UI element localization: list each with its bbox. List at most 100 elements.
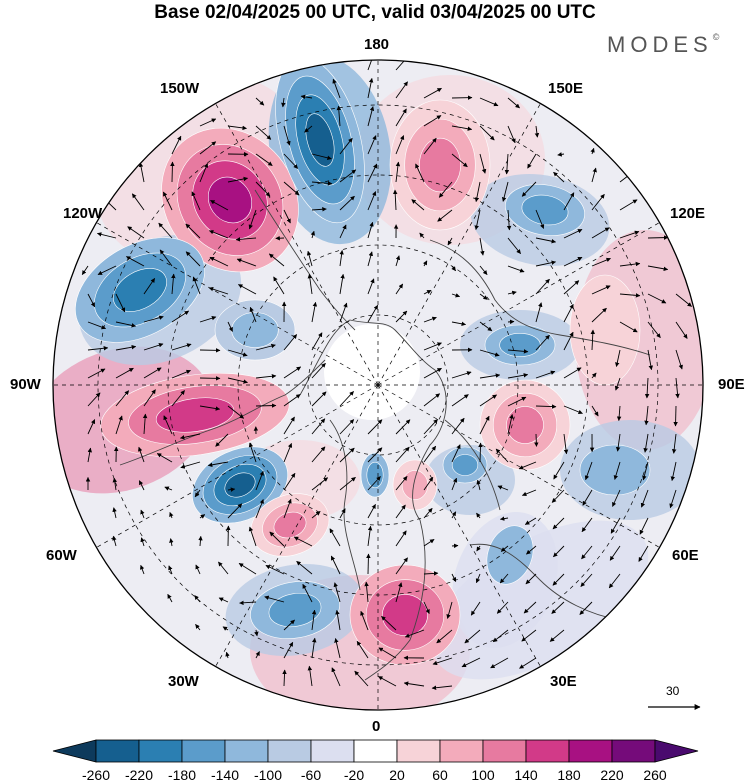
wind-vector bbox=[419, 232, 425, 239]
lon-label-120e: 120E bbox=[670, 205, 706, 222]
wind-vector bbox=[519, 657, 537, 669]
wind-vector bbox=[336, 105, 342, 127]
colorbar-swatch bbox=[482, 739, 527, 763]
wind-vector bbox=[87, 419, 96, 435]
wind-vector bbox=[474, 181, 481, 203]
wind-vector bbox=[367, 278, 375, 295]
wind-vector bbox=[535, 404, 557, 409]
wind-vector bbox=[591, 405, 599, 417]
wind-vector bbox=[476, 545, 481, 552]
wind-vector bbox=[521, 629, 537, 642]
lon-label-30w: 30W bbox=[168, 673, 199, 690]
wind-vector bbox=[497, 485, 509, 491]
wind-vector bbox=[87, 346, 109, 351]
wind-vector bbox=[199, 162, 209, 183]
wind-vector bbox=[185, 223, 201, 239]
wind-vector bbox=[218, 597, 229, 603]
wind-vector bbox=[112, 507, 117, 519]
colorbar-tick-label: 220 bbox=[600, 767, 624, 783]
wind-vector bbox=[395, 108, 407, 127]
wind-vector bbox=[265, 564, 285, 575]
wind-vector bbox=[476, 512, 481, 519]
wind-vector bbox=[112, 477, 118, 491]
wind-vector bbox=[479, 293, 488, 300]
wind-vector bbox=[115, 293, 126, 313]
wind-vector bbox=[218, 561, 229, 575]
wind-vector bbox=[479, 415, 490, 435]
wind-vector bbox=[367, 135, 377, 155]
wind-vector bbox=[423, 342, 442, 351]
wind-vector bbox=[518, 461, 537, 470]
wind-vector bbox=[506, 209, 512, 231]
wind-vector bbox=[507, 290, 517, 296]
wind-vector bbox=[616, 405, 622, 422]
wind-vector bbox=[199, 118, 217, 127]
wind-vector bbox=[194, 489, 201, 498]
wind-vector bbox=[501, 181, 509, 202]
wind-vector bbox=[255, 153, 273, 166]
wind-vector bbox=[423, 445, 437, 463]
wind-vector bbox=[264, 595, 285, 603]
wind-vector bbox=[579, 601, 593, 615]
lon-label-150w: 150W bbox=[160, 80, 200, 97]
wind-vector bbox=[367, 221, 374, 239]
wind-vector bbox=[553, 461, 565, 480]
wind-vector bbox=[507, 349, 529, 354]
wind-vector bbox=[227, 503, 243, 519]
wind-vector bbox=[185, 251, 201, 267]
wind-vector bbox=[619, 230, 640, 239]
wind-vector bbox=[619, 199, 638, 211]
wind-vector bbox=[395, 504, 406, 519]
wind-vector bbox=[436, 629, 453, 644]
wind-vector bbox=[356, 640, 369, 659]
wind-vector bbox=[464, 629, 481, 644]
wind-vector bbox=[192, 276, 201, 295]
wind-vector bbox=[171, 135, 182, 155]
wind-vector bbox=[194, 595, 201, 603]
wind-vector bbox=[307, 273, 313, 295]
coastline bbox=[329, 419, 361, 591]
wind-vector bbox=[311, 362, 326, 379]
wind-vector bbox=[423, 316, 437, 323]
wind-vector bbox=[339, 447, 355, 463]
wind-vector bbox=[479, 349, 500, 357]
wind-vector bbox=[395, 476, 408, 491]
wind-vector bbox=[180, 461, 201, 469]
brand-name: MODES bbox=[607, 32, 713, 57]
colorbar-swatch bbox=[181, 739, 226, 763]
wind-vector bbox=[227, 377, 248, 384]
wind-vector bbox=[451, 394, 469, 407]
lon-label-120w: 120W bbox=[63, 205, 103, 222]
wind-vector bbox=[306, 250, 313, 267]
wind-vector bbox=[87, 447, 92, 463]
wind-vector bbox=[199, 514, 206, 519]
wind-vector bbox=[535, 260, 557, 267]
wind-vector bbox=[563, 433, 569, 455]
wind-vector bbox=[254, 629, 259, 637]
wind-vector bbox=[525, 573, 537, 585]
wind-vector bbox=[614, 377, 621, 391]
wind-vector bbox=[581, 545, 593, 560]
wind-vector bbox=[138, 480, 145, 491]
wind-vector bbox=[81, 265, 89, 275]
wind-vector bbox=[479, 394, 497, 407]
wind-vector bbox=[478, 442, 483, 463]
colorbar-swatch bbox=[95, 739, 140, 763]
wind-vector bbox=[143, 342, 164, 351]
wind-vector bbox=[367, 60, 375, 71]
wind-vector bbox=[367, 191, 377, 211]
wind-vector bbox=[311, 637, 317, 659]
wind-vector bbox=[507, 373, 529, 379]
wind-vector bbox=[171, 343, 192, 351]
wind-vector bbox=[115, 321, 137, 328]
wind-vector bbox=[143, 389, 156, 407]
meridian bbox=[96, 222, 379, 386]
wind-vector bbox=[521, 181, 537, 197]
wind-vector bbox=[670, 461, 677, 482]
wind-vector bbox=[311, 446, 326, 463]
wind-vector bbox=[479, 125, 495, 141]
anomaly-contour bbox=[382, 594, 428, 636]
wind-vector bbox=[238, 563, 257, 575]
wind-vector bbox=[311, 418, 326, 435]
wind-vector bbox=[490, 657, 509, 669]
